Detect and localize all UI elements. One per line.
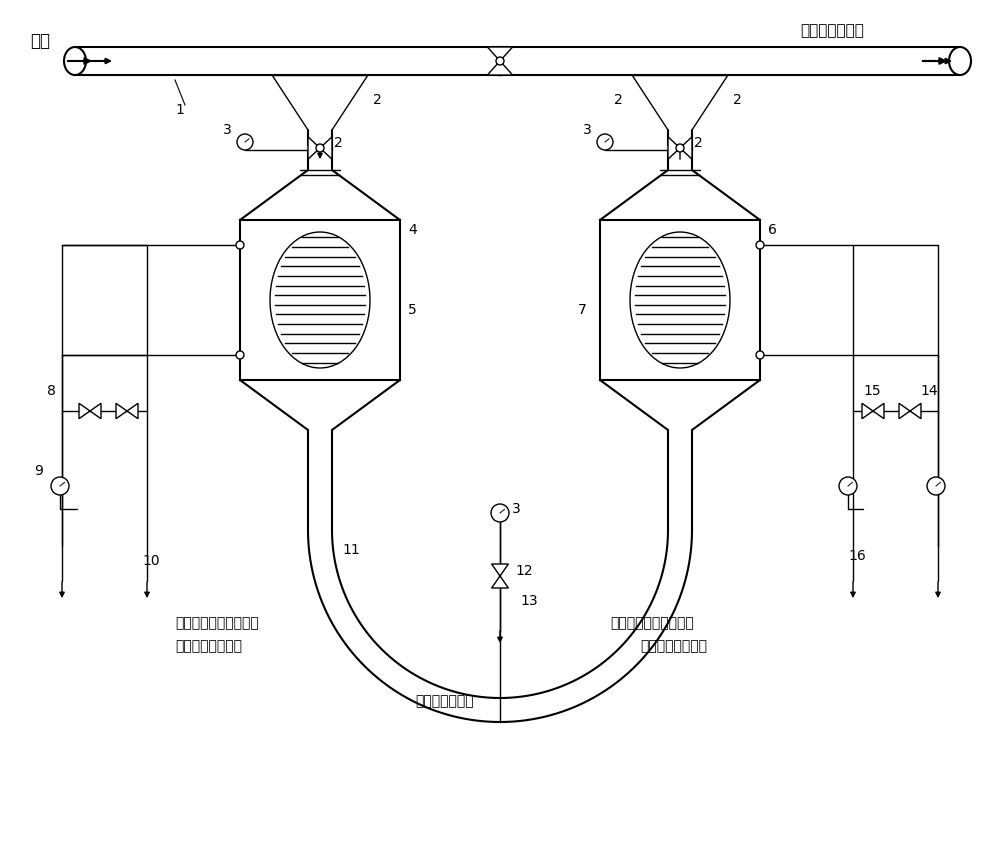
Ellipse shape xyxy=(630,232,730,368)
Circle shape xyxy=(51,477,69,495)
Text: 11: 11 xyxy=(342,543,360,557)
Text: 15: 15 xyxy=(863,384,881,398)
Polygon shape xyxy=(320,137,332,159)
Circle shape xyxy=(491,504,509,522)
Text: 9: 9 xyxy=(34,464,43,478)
Polygon shape xyxy=(90,404,101,419)
Polygon shape xyxy=(492,564,508,576)
Polygon shape xyxy=(487,61,513,75)
Text: 6: 6 xyxy=(768,223,777,237)
Circle shape xyxy=(597,134,613,150)
Text: 16: 16 xyxy=(848,549,866,563)
Ellipse shape xyxy=(64,47,86,75)
Polygon shape xyxy=(116,404,127,419)
Polygon shape xyxy=(127,404,138,419)
Polygon shape xyxy=(873,404,884,419)
Circle shape xyxy=(927,477,945,495)
Text: 3: 3 xyxy=(223,123,232,137)
Text: 2: 2 xyxy=(694,136,703,150)
Polygon shape xyxy=(910,404,921,419)
Polygon shape xyxy=(668,137,680,159)
Polygon shape xyxy=(308,137,320,159)
Circle shape xyxy=(237,134,253,150)
Text: 来自锅炉汽水系统冷水: 来自锅炉汽水系统冷水 xyxy=(175,616,259,630)
Circle shape xyxy=(496,57,504,65)
Text: 接至锅炉除氧系统: 接至锅炉除氧系统 xyxy=(175,639,242,653)
Text: 7: 7 xyxy=(578,303,587,317)
Text: 2: 2 xyxy=(614,93,623,107)
Ellipse shape xyxy=(270,232,370,368)
Text: 3: 3 xyxy=(512,502,521,516)
Text: 接至锅炉燃烧器: 接至锅炉燃烧器 xyxy=(800,24,864,39)
Bar xyxy=(600,220,760,380)
Circle shape xyxy=(236,241,244,249)
Text: 2: 2 xyxy=(733,93,742,107)
Text: 1: 1 xyxy=(175,103,184,117)
Text: 尾气: 尾气 xyxy=(30,32,50,50)
Circle shape xyxy=(756,351,764,359)
Circle shape xyxy=(316,144,324,152)
Text: 接至锅炉汽水系统: 接至锅炉汽水系统 xyxy=(640,639,707,653)
Text: 8: 8 xyxy=(47,384,56,398)
Text: 13: 13 xyxy=(520,594,538,608)
Polygon shape xyxy=(680,137,692,159)
Circle shape xyxy=(236,351,244,359)
Circle shape xyxy=(839,477,857,495)
Polygon shape xyxy=(899,404,910,419)
Text: 14: 14 xyxy=(920,384,938,398)
Polygon shape xyxy=(492,576,508,588)
Polygon shape xyxy=(79,404,90,419)
Bar xyxy=(240,220,400,380)
Text: 2: 2 xyxy=(373,93,382,107)
Circle shape xyxy=(676,144,684,152)
Circle shape xyxy=(756,241,764,249)
Text: 接冷凝水回收池: 接冷凝水回收池 xyxy=(415,694,474,708)
Polygon shape xyxy=(487,47,513,61)
Text: 3: 3 xyxy=(583,123,592,137)
Text: 5: 5 xyxy=(408,303,417,317)
Text: 10: 10 xyxy=(142,554,160,568)
Text: 来自锅炉汽水系统热水: 来自锅炉汽水系统热水 xyxy=(610,616,694,630)
Polygon shape xyxy=(862,404,873,419)
Text: 12: 12 xyxy=(515,564,533,578)
Text: 4: 4 xyxy=(408,223,417,237)
Text: 2: 2 xyxy=(334,136,343,150)
Ellipse shape xyxy=(949,47,971,75)
